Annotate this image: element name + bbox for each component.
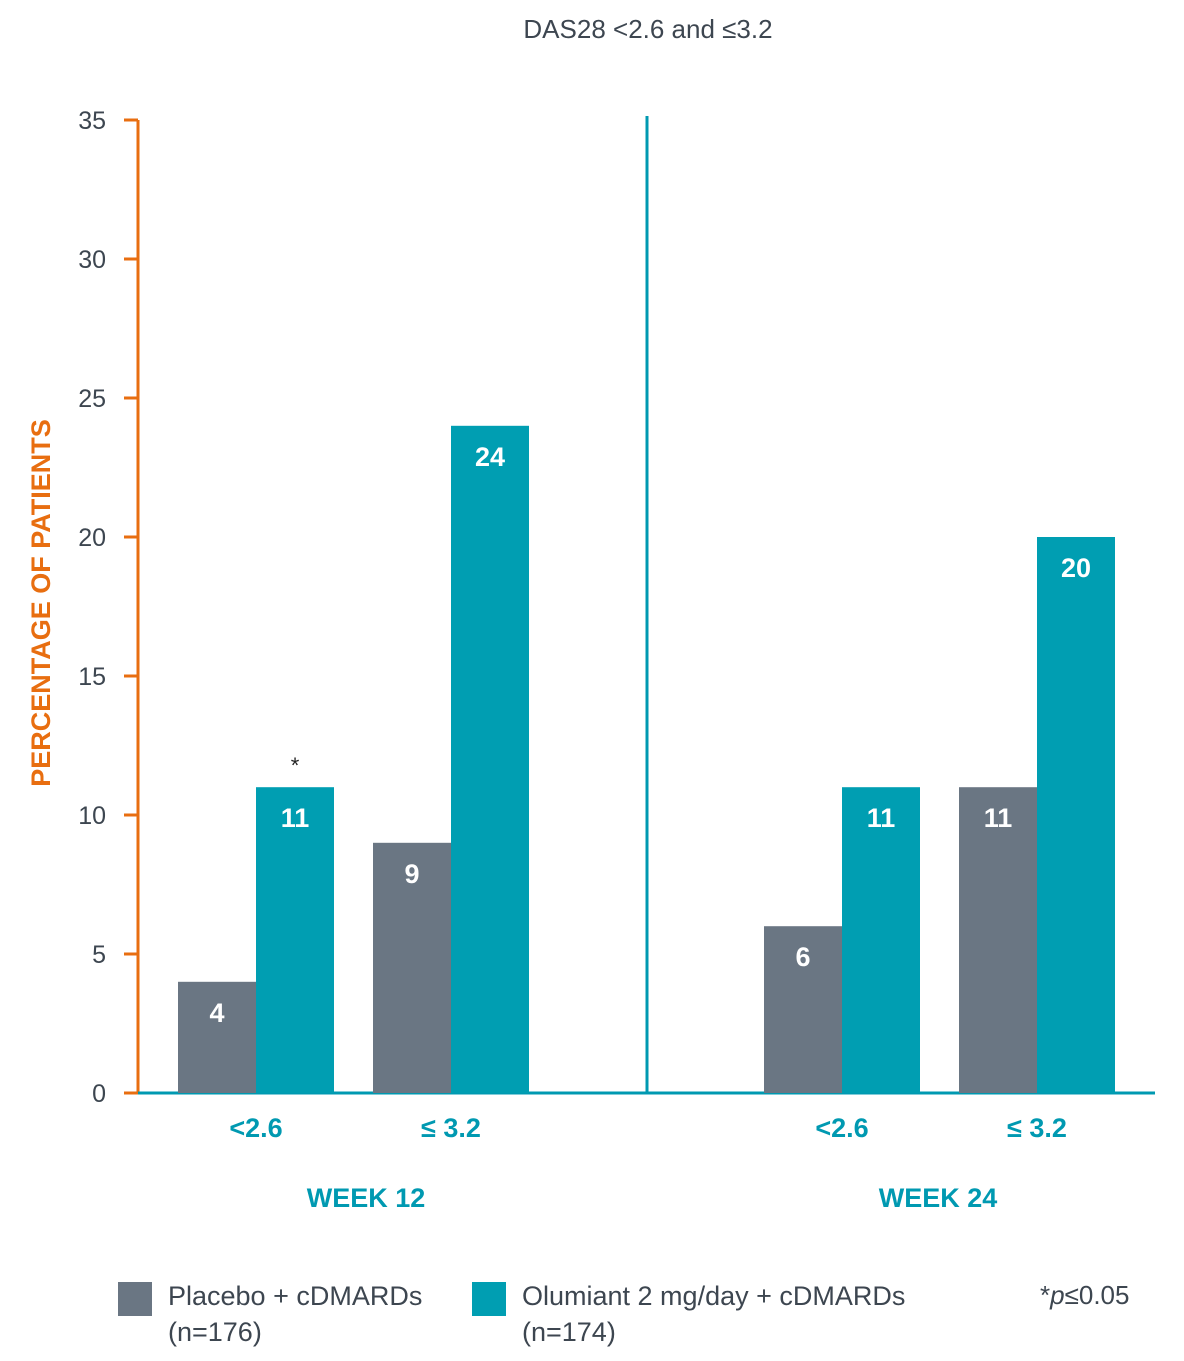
bar-placebo: [959, 787, 1037, 1093]
legend-swatch-placebo: [118, 1282, 152, 1316]
bar-value-label: 9: [404, 859, 419, 889]
legend-swatch-olumiant: [472, 1282, 506, 1316]
y-tick-label: 10: [78, 802, 106, 830]
bar-olumiant: [256, 787, 334, 1093]
significance-footnote: *p≤0.05: [1040, 1280, 1129, 1311]
x-category-label: ≤ 3.2: [1007, 1113, 1067, 1143]
y-tick-label: 0: [92, 1080, 106, 1108]
significance-asterisk: *: [291, 753, 300, 778]
bar-olumiant: [451, 425, 529, 1093]
bar-olumiant: [1037, 537, 1115, 1093]
y-tick-label: 20: [78, 524, 106, 552]
y-tick-label: 25: [78, 385, 106, 413]
x-category-label: <2.6: [815, 1113, 868, 1143]
bar-placebo: [178, 981, 256, 1093]
y-axis-label: PERCENTAGE OF PATIENTS: [26, 419, 56, 787]
bar-value-label: 20: [1061, 553, 1091, 583]
y-tick-label: 35: [78, 107, 106, 135]
bar-value-label: 11: [867, 803, 896, 833]
x-category-label: <2.6: [229, 1113, 282, 1143]
plot-area: 0 5 10 15 20 25 30 35 4 11 * <2.6 9 24 ≤ 3.2 WEEK 12 6 11…: [78, 107, 1155, 1213]
group-label: WEEK 24: [879, 1183, 998, 1213]
bar-value-label: 6: [795, 942, 810, 972]
bar-value-label: 24: [475, 442, 505, 472]
x-category-label: ≤ 3.2: [421, 1113, 481, 1143]
bar-value-label: 11: [984, 803, 1013, 833]
legend-n-placebo: (n=176): [168, 1317, 262, 1347]
chart-title: DAS28 <2.6 and ≤3.2: [523, 14, 772, 44]
footnote-prefix: *: [1040, 1280, 1051, 1310]
bar-value-label: 11: [281, 803, 310, 833]
bar-value-label: 4: [209, 998, 224, 1028]
legend-label-placebo: Placebo + cDMARDs: [168, 1281, 423, 1311]
bar-placebo: [764, 926, 842, 1093]
y-tick-label: 30: [78, 246, 106, 274]
y-tick-label: 15: [78, 663, 106, 691]
footnote-rest: ≤0.05: [1064, 1280, 1130, 1310]
legend-label-olumiant: Olumiant 2 mg/day + cDMARDs: [522, 1281, 906, 1311]
footnote-p: p: [1050, 1280, 1065, 1310]
bar-placebo: [373, 842, 451, 1093]
bar-olumiant: [842, 787, 920, 1093]
legend-n-olumiant: (n=174): [522, 1317, 616, 1347]
group-label: WEEK 12: [307, 1183, 426, 1213]
y-tick-label: 5: [92, 941, 106, 969]
